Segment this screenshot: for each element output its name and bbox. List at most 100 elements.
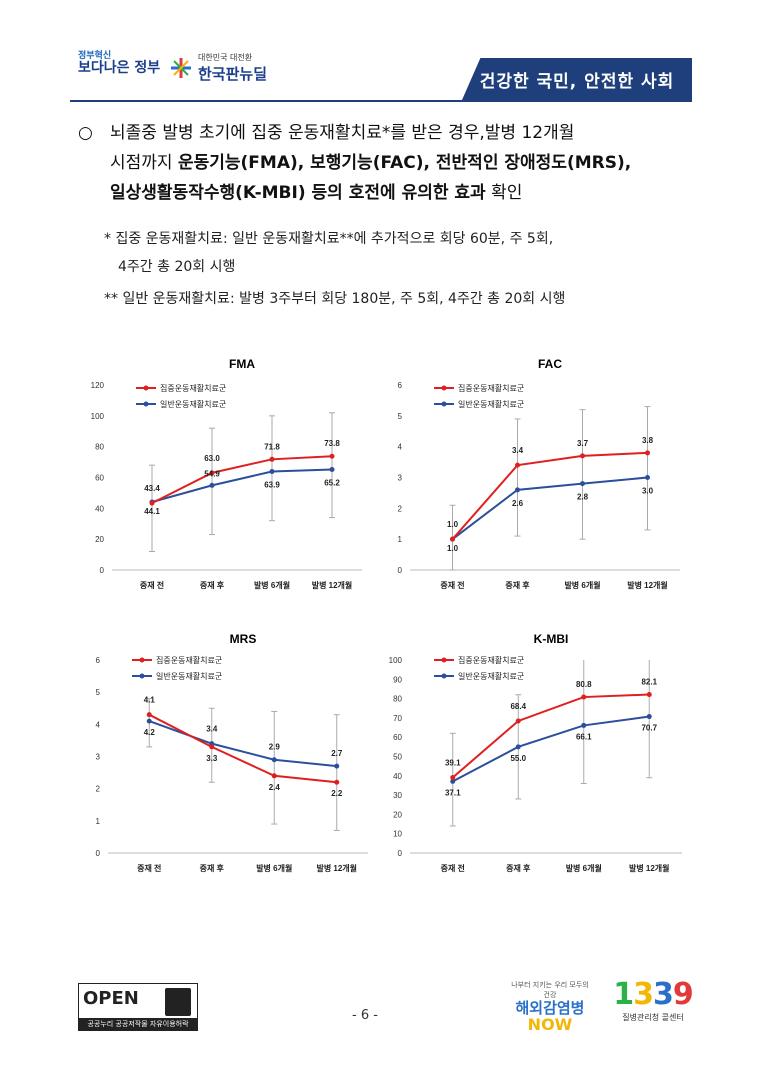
y-tick-label: 80: [95, 443, 104, 452]
line3-bold: 일상생활동작수행(K-MBI) 등의 호전에 유의한 효과: [110, 183, 486, 203]
y-tick-label: 1: [96, 817, 101, 826]
x-tick-label: 중재 전: [140, 580, 164, 590]
legend-swatch-marker: [143, 385, 149, 391]
data-label: 4.2: [144, 728, 156, 737]
y-tick-label: 2: [96, 785, 101, 794]
y-tick-label: 40: [95, 504, 104, 513]
data-label: 2.8: [577, 493, 589, 502]
x-tick-label: 중재 후: [200, 580, 225, 590]
x-tick-label: 발병 6개월: [566, 863, 602, 873]
data-point: [334, 779, 340, 785]
data-point: [581, 694, 587, 700]
x-tick-label: 중재 후: [506, 863, 531, 873]
x-tick-label: 중재 후: [505, 580, 530, 590]
data-label: 43.4: [144, 484, 160, 493]
data-label: 39.1: [445, 759, 461, 768]
data-label: 63.0: [204, 454, 220, 463]
chart-title: MRS: [230, 632, 257, 646]
data-label: 3.3: [206, 754, 218, 763]
legend-label: 일반운동재활치료군: [458, 399, 524, 409]
y-tick-label: 1: [398, 535, 403, 544]
page-number: - 6 -: [352, 1008, 378, 1023]
y-tick-label: 0: [398, 849, 403, 858]
data-label: 2.4: [269, 783, 281, 792]
open-license-tag: 공공누리 공공저작물 자유이용허락: [79, 1018, 197, 1030]
y-tick-label: 3: [398, 474, 403, 483]
data-point: [146, 712, 152, 718]
chart-title: FAC: [538, 357, 562, 371]
logo2-main-text: 한국판뉴딜: [198, 65, 268, 83]
page-header: 정부혁신 보다나은 정부 대한민국 대전환 한국판뉴딜 건강한 국민, 안전한 …: [0, 0, 763, 110]
logo1-small-text: 정부혁신: [78, 51, 112, 61]
legend-swatch-marker: [143, 401, 149, 407]
x-tick-label: 중재 후: [200, 863, 225, 873]
data-label: 63.9: [264, 480, 280, 489]
data-point: [271, 773, 277, 779]
x-tick-label: 중재 전: [137, 863, 161, 873]
fma-chart: FMA 0 20 40 60 80 100 120 중재 전 중재 후 발병 6개월 발병 12개월 4…: [91, 357, 362, 590]
series-line: [148, 720, 337, 768]
y-tick-label: 60: [95, 474, 104, 483]
line2-bold: 운동기능(FMA), 보행기능(FAC), 전반적인 장애정도(MRS),: [177, 153, 632, 173]
korean-new-deal-logo: 대한민국 대전환 한국판뉴딜: [170, 52, 267, 84]
now-word: NOW: [527, 1015, 573, 1034]
y-tick-label: 90: [393, 675, 402, 684]
y-tick-label: 70: [393, 714, 402, 723]
y-tick-label: 6: [96, 656, 101, 665]
x-tick-label: 발병 12개월: [627, 580, 668, 590]
data-label: 1.0: [447, 544, 459, 553]
y-tick-label: 0: [96, 849, 101, 858]
data-label: 68.4: [510, 702, 526, 711]
data-point: [515, 462, 520, 468]
overseas-infection-now-logo: 나부터 지키는 우리 모두의 건강 해외감염병 NOW: [508, 980, 592, 1033]
y-tick-label: 20: [95, 535, 104, 544]
data-point: [646, 692, 652, 698]
series-line: [452, 693, 650, 779]
y-tick-label: 40: [393, 772, 402, 781]
data-point: [146, 718, 152, 724]
legend-swatch-marker: [441, 657, 447, 663]
new-deal-star-icon: [171, 58, 191, 78]
logo1-main-text: 보다나은 정부: [78, 60, 161, 76]
x-tick-label: 발병 12개월: [312, 580, 353, 590]
x-tick-label: 발병 6개월: [256, 863, 292, 873]
y-tick-label: 3: [96, 753, 101, 762]
footnote-2: ** 일반 운동재활치료: 발병 3주부터 회당 180분, 주 5회, 4주간…: [104, 291, 566, 307]
legend-label: 집중운동재활치료군: [458, 383, 524, 393]
data-label: 3.4: [206, 725, 218, 734]
data-point: [580, 453, 585, 459]
now-title: 해외감염병: [515, 999, 585, 1017]
data-label: 70.7: [641, 724, 657, 733]
y-tick-label: 0: [398, 566, 403, 575]
x-tick-label: 중재 전: [441, 863, 465, 873]
series-line: [151, 468, 333, 503]
data-point: [329, 466, 335, 472]
y-tick-label: 5: [398, 412, 403, 421]
mrs-chart: MRS 0 1 2 3 4 5 6 중재 전 중재 후 발병 6개월 발병 12개월 4.1 3.3 2.4…: [96, 632, 368, 873]
data-label: 1.0: [447, 520, 459, 529]
legend-swatch-marker: [139, 673, 145, 679]
kmbi-chart: K-MBI 0 10 20 30 40 50 60 70 80 90 100 중재 전 중재 후 발병 6개…: [389, 632, 682, 873]
data-label: 3.4: [512, 446, 524, 455]
x-tick-label: 발병 12개월: [629, 863, 670, 873]
data-point: [450, 536, 455, 542]
series-line: [451, 476, 648, 540]
x-tick-label: 발병 6개월: [564, 580, 600, 590]
data-point: [334, 763, 340, 769]
legend-swatch-marker: [441, 673, 447, 679]
paragraph-line-3: 일상생활동작수행(K-MBI) 등의 호전에 유의한 효과 확인: [110, 178, 522, 208]
x-tick-label: 발병 6개월: [254, 580, 290, 590]
legend-swatch-marker: [441, 401, 447, 407]
data-label: 55.0: [510, 754, 526, 763]
data-label: 3.8: [642, 436, 654, 445]
x-tick-label: 발병 12개월: [316, 863, 357, 873]
chart-title: K-MBI: [534, 632, 569, 646]
data-point: [209, 744, 215, 750]
y-tick-label: 4: [96, 720, 101, 729]
data-point: [581, 722, 587, 728]
data-label: 3.0: [642, 487, 654, 496]
data-point: [149, 500, 155, 506]
legend-label: 일반운동재활치료군: [160, 399, 226, 409]
data-point: [269, 456, 275, 462]
y-tick-label: 60: [393, 733, 402, 742]
